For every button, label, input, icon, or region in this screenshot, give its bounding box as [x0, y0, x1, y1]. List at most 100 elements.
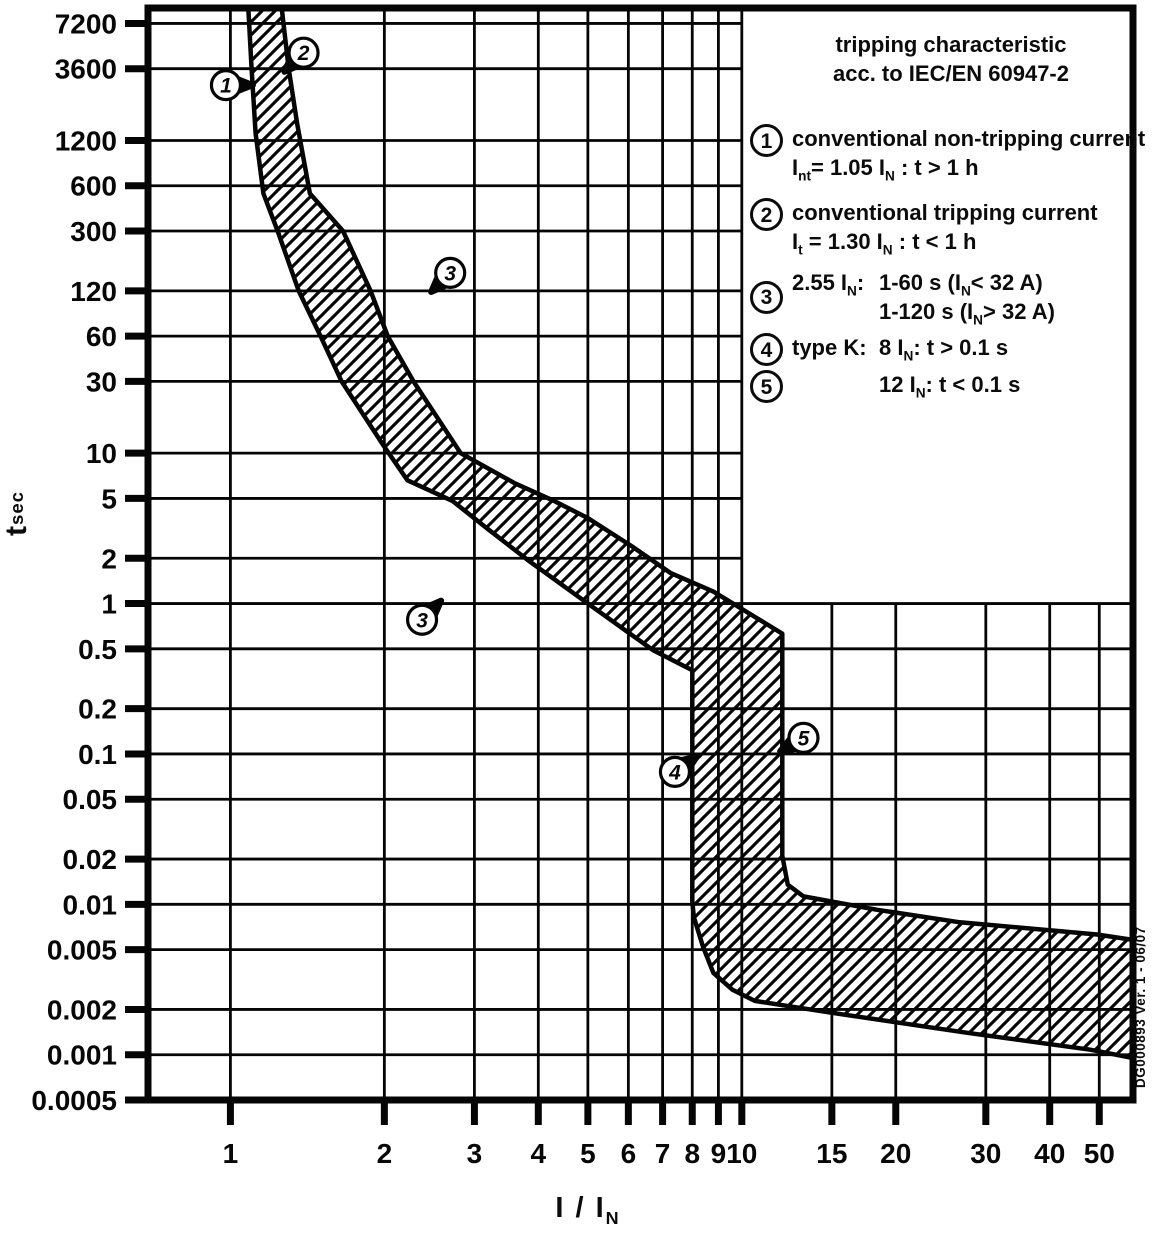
x-tick-label-7: 7 [655, 1138, 671, 1169]
y-tick-label-0.01: 0.01 [63, 889, 118, 920]
y-tick-label-30: 30 [86, 366, 117, 397]
legend-item-4: 4 type K: 8 IN: t > 0.1 s [750, 333, 1152, 366]
callout-markers: 1 2 3 3 4 5 [209, 36, 820, 788]
legend-item-4-prefix: type K: [792, 335, 867, 360]
y-tick-label-0.02: 0.02 [63, 844, 118, 875]
marker-number: 3 [444, 262, 456, 285]
y-tick-label-0.005: 0.005 [47, 935, 117, 966]
x-tick-label-30: 30 [970, 1138, 1001, 1169]
marker-number: 5 [798, 727, 810, 750]
chart-title-line-2: acc. to IEC/EN 60947-2 [832, 61, 1069, 86]
legend-item-2-line-2: It = 1.30 IN : t < 1 h [792, 229, 977, 258]
marker-3-2: 3 [428, 256, 467, 295]
marker-circle-icon [287, 36, 320, 69]
y-tick-label-0.1: 0.1 [78, 739, 117, 770]
legend-item-3-range-1: 1-60 s (IN< 32 A) [879, 270, 1043, 299]
legend-item-3: 3 2.55 IN: 1-60 s (IN< 32 A) 1-120 s (IN… [750, 268, 1152, 328]
y-tick-label-3600: 3600 [55, 54, 117, 85]
y-tick-label-0.05: 0.05 [63, 784, 118, 815]
trip-band-area [246, 8, 1133, 1061]
legend-item-4-condition: 8 IN: t > 0.1 s [879, 335, 1009, 364]
chart-title-line-1: tripping characteristic [835, 32, 1067, 57]
legend-item-2-text: conventional tripping current It = 1.30 … [792, 198, 1152, 258]
y-tick-label-120: 120 [70, 276, 117, 307]
chart-title: tripping characteristic acc. to IEC/EN 6… [750, 30, 1152, 88]
x-tick-label-8: 8 [684, 1138, 700, 1169]
legend-item-5-line-1: 12 IN: t < 0.1 s [792, 370, 1152, 401]
legend-item-4-text: type K: 8 IN: t > 0.1 s [792, 333, 1152, 364]
legend-item-5-condition: 12 IN: t < 0.1 s [879, 372, 1021, 401]
marker-number: 4 [668, 761, 681, 784]
marker-5-5: 5 [777, 721, 820, 755]
legend-item-3-prefix: 2.55 IN: [792, 270, 865, 299]
y-tick-label-600: 600 [70, 171, 117, 202]
x-tick-label-2: 2 [377, 1138, 393, 1169]
x-tick-label-3: 3 [467, 1138, 483, 1169]
y-axis-title: t sec [0, 490, 33, 536]
x-tick-label-1: 1 [223, 1138, 239, 1169]
x-tick-label-10: 10 [726, 1138, 757, 1169]
y-tick-label-0.5: 0.5 [78, 634, 117, 665]
legend-item-1: 1 conventional non-tripping current Int=… [750, 124, 1152, 184]
x-tick-label-50: 50 [1084, 1138, 1115, 1169]
legend-panel: tripping characteristic acc. to IEC/EN 6… [750, 30, 1152, 403]
legend-item-4-line-1: type K: 8 IN: t > 0.1 s [792, 333, 1152, 364]
marker-3-3: 3 [405, 597, 445, 636]
x-tick-label-6: 6 [621, 1138, 637, 1169]
y-tick-label-0.002: 0.002 [47, 994, 117, 1025]
y-tick-label-300: 300 [70, 216, 117, 247]
y-tick-label-5: 5 [101, 483, 117, 514]
grid-layer [148, 8, 1133, 1102]
marker-number: 3 [416, 609, 428, 632]
x-tick-label-15: 15 [816, 1138, 847, 1169]
x-tick-label-5: 5 [580, 1138, 596, 1169]
y-tick-label-60: 60 [86, 321, 117, 352]
legend-number-2-icon: 2 [750, 198, 783, 231]
legend-item-3-line-2: 1-120 s (IN> 32 A) [792, 297, 1152, 328]
doc-reference: DG000893 Ver. 1 - 06/07 [1133, 926, 1148, 1088]
marker-circle-icon [787, 721, 820, 754]
x-tick-label-40: 40 [1034, 1138, 1065, 1169]
marker-circle-icon [434, 256, 467, 289]
x-axis-title: I / IN [555, 1192, 621, 1228]
legend-item-2-line-1: conventional tripping current [792, 200, 1098, 225]
legend-item-3-text: 2.55 IN: 1-60 s (IN< 32 A) 1-120 s (IN> … [792, 268, 1152, 328]
legend-item-1-line-2: Int= 1.05 IN : t > 1 h [792, 155, 979, 184]
axis-ticks [125, 19, 1103, 1125]
marker-2-1: 2 [281, 36, 320, 75]
legend-item-5: 5 12 IN: t < 0.1 s [750, 370, 1152, 403]
marker-circle-icon [658, 755, 692, 788]
marker-circle-icon [209, 69, 243, 102]
y-tick-label-2: 2 [101, 543, 117, 574]
y-tick-label-1200: 1200 [55, 125, 117, 156]
x-tick-label-9: 9 [711, 1138, 727, 1169]
x-tick-label-4: 4 [531, 1138, 547, 1169]
legend-number-5-icon: 5 [750, 370, 783, 403]
legend-item-3-line-1: 2.55 IN: 1-60 s (IN< 32 A) [792, 268, 1152, 299]
legend-item-2: 2 conventional tripping current It = 1.3… [750, 198, 1152, 258]
y-tick-label-0.2: 0.2 [78, 694, 117, 725]
marker-1-0: 1 [209, 69, 256, 102]
legend-number-4-icon: 4 [750, 333, 783, 366]
marker-number: 1 [220, 75, 232, 98]
y-tick-label-10: 10 [86, 438, 117, 469]
legend-item-1-text: conventional non-tripping current Int= 1… [792, 124, 1152, 184]
trip-band-layer [246, 8, 1133, 1061]
legend-number-1-icon: 1 [750, 124, 783, 157]
legend-item-3-spacer [792, 297, 879, 326]
legend-number-3-icon: 3 [750, 280, 783, 314]
y-tick-label-0.0005: 0.0005 [31, 1085, 117, 1116]
marker-circle-icon [405, 603, 439, 636]
axis-tick-labels: 7200360012006003001206030105210.50.20.10… [31, 8, 1114, 1169]
marker-number: 2 [297, 42, 310, 65]
y-tick-label-7200: 7200 [55, 8, 117, 39]
legend-item-3-range-2: 1-120 s (IN> 32 A) [879, 299, 1055, 328]
y-tick-label-1: 1 [101, 589, 117, 620]
x-tick-label-20: 20 [880, 1138, 911, 1169]
legend-item-5-spacer [792, 370, 879, 399]
y-tick-label-0.001: 0.001 [47, 1040, 117, 1071]
legend-item-5-text: 12 IN: t < 0.1 s [792, 370, 1152, 401]
plot-frame [144, 4, 1137, 1104]
